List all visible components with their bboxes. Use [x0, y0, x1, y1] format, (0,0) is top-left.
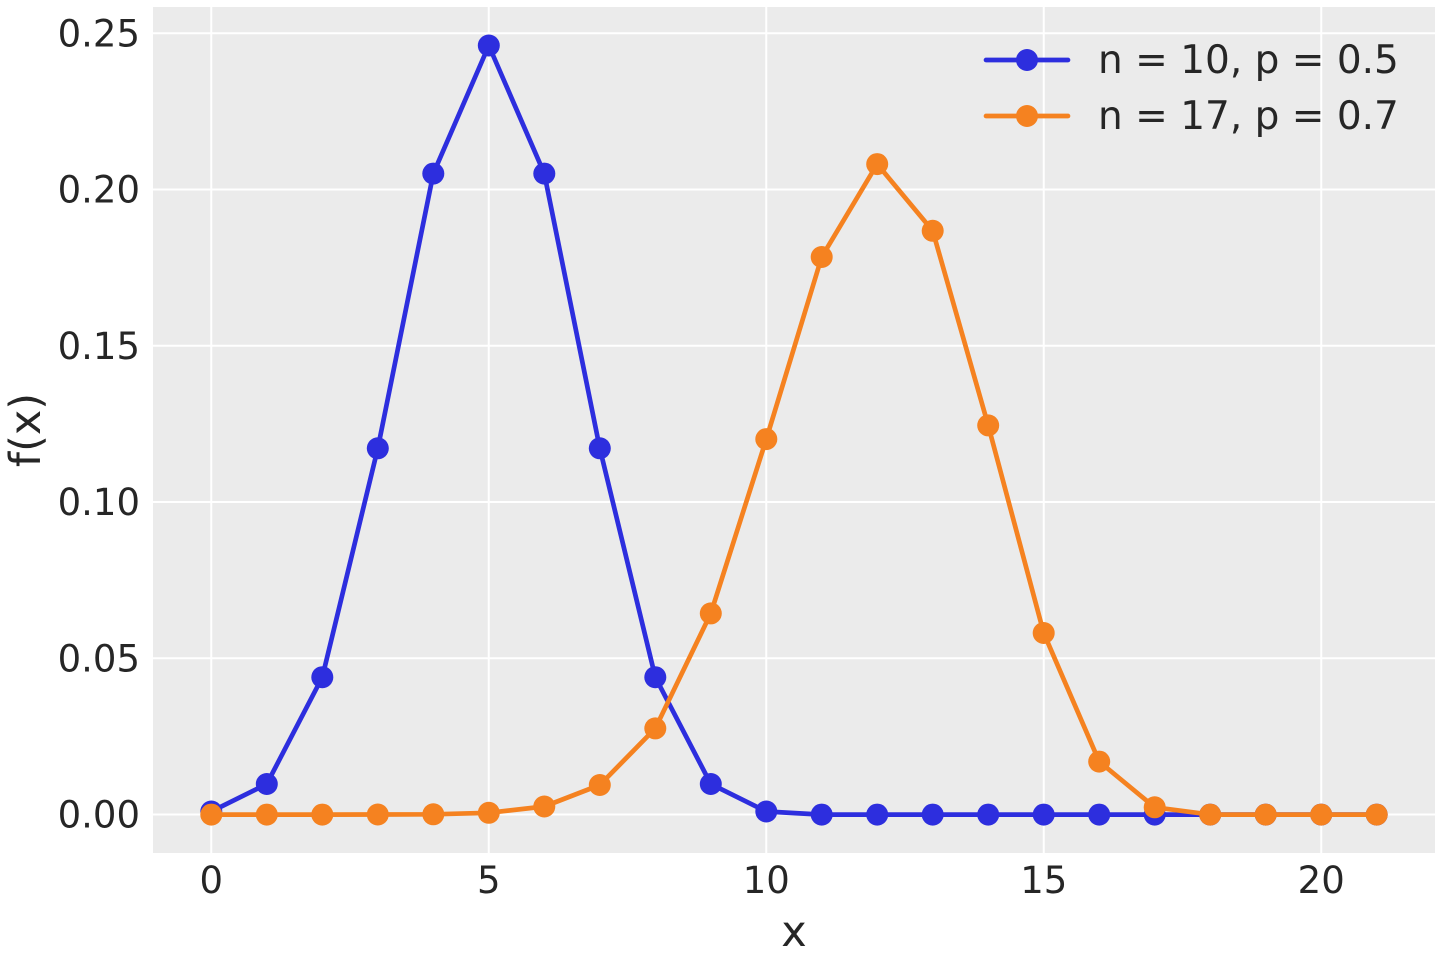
data-point	[533, 162, 556, 185]
data-point	[1088, 803, 1111, 826]
data-point	[422, 162, 445, 185]
data-point	[810, 803, 833, 826]
y-tick-label: 0.20	[58, 169, 140, 212]
series-1	[200, 153, 1388, 826]
data-point	[699, 773, 722, 795]
data-point	[366, 437, 389, 460]
plot-area	[153, 7, 1435, 853]
data-point	[644, 717, 667, 740]
data-point	[1199, 803, 1222, 826]
data-point	[366, 803, 389, 826]
data-point	[533, 795, 556, 818]
data-point	[200, 803, 223, 826]
x-tick-label: 5	[477, 859, 501, 902]
data-point	[477, 34, 500, 57]
data-point	[1143, 796, 1166, 819]
data-point	[699, 602, 722, 625]
data-point	[755, 800, 778, 823]
legend: n = 10, p = 0.5 n = 17, p = 0.7	[983, 38, 1399, 139]
data-point	[588, 774, 611, 796]
data-point	[311, 803, 334, 826]
data-point	[1032, 622, 1055, 644]
data-point	[588, 437, 611, 460]
data-point	[311, 666, 334, 689]
x-tick-label: 0	[199, 859, 223, 902]
y-tick-label: 0.10	[58, 481, 140, 524]
data-point	[1032, 803, 1055, 826]
data-point	[866, 153, 889, 176]
data-point	[1254, 803, 1277, 826]
series-line	[208, 161, 1380, 817]
series-line	[208, 43, 1380, 817]
x-axis-label: x	[781, 907, 806, 957]
data-point	[921, 219, 944, 242]
data-point	[255, 803, 278, 826]
y-axis-label: f(x)	[1, 393, 51, 467]
data-point	[810, 246, 833, 268]
legend-marker	[1016, 105, 1038, 127]
y-tick-label: 0.25	[58, 12, 140, 55]
data-point	[1310, 803, 1333, 826]
x-tick-label: 20	[1298, 859, 1345, 902]
data-point	[921, 803, 944, 826]
y-tick-label: 0.05	[58, 637, 140, 680]
legend-label: n = 17, p = 0.7	[1098, 94, 1399, 139]
x-tick-label: 10	[743, 859, 790, 902]
data-point	[866, 803, 889, 826]
legend-marker	[1016, 49, 1038, 71]
data-point	[977, 803, 1000, 826]
data-point	[1088, 750, 1111, 773]
x-tick-label: 15	[1020, 859, 1067, 902]
data-point	[755, 428, 778, 451]
data-point	[977, 414, 1000, 437]
data-point	[1365, 803, 1388, 826]
y-tick-label: 0.15	[58, 325, 140, 368]
data-point	[255, 773, 278, 795]
data-point	[477, 801, 500, 824]
data-point	[422, 803, 445, 826]
y-tick-label: 0.00	[58, 794, 140, 837]
legend-label: n = 10, p = 0.5	[1098, 38, 1399, 83]
data-point	[644, 666, 667, 689]
